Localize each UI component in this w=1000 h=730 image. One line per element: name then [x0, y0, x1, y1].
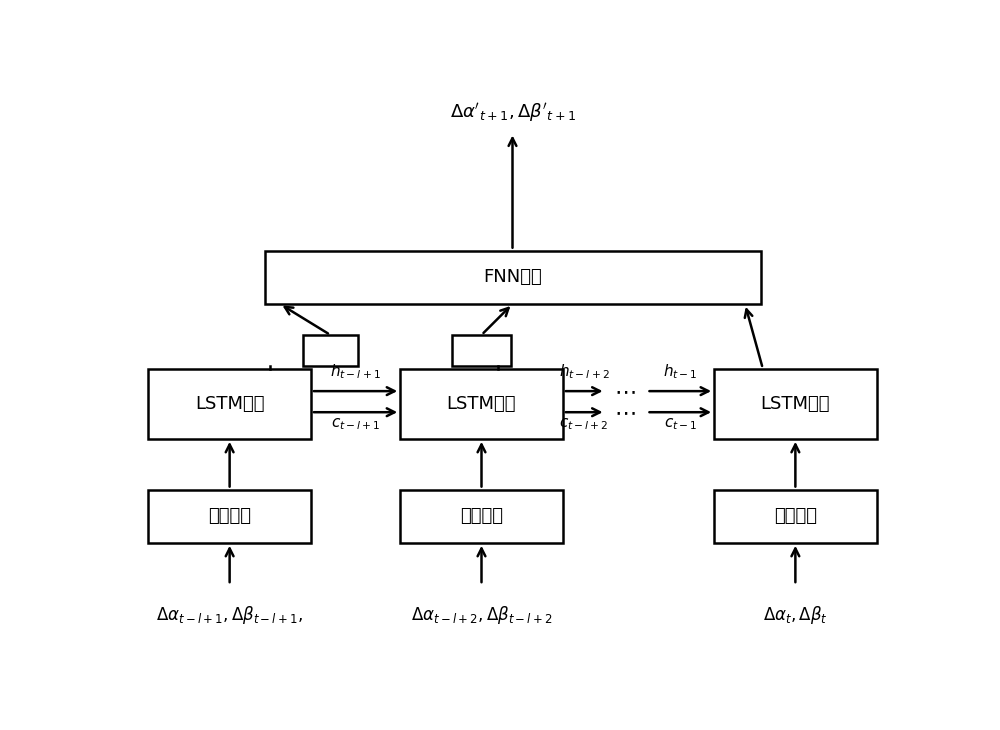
Text: $\Delta\alpha_{t-l+1}, \Delta\beta_{t-l+1},$: $\Delta\alpha_{t-l+1}, \Delta\beta_{t-l+…	[156, 604, 303, 626]
Text: LSTM模型: LSTM模型	[761, 395, 830, 412]
Text: $c_{t-l+2}$: $c_{t-l+2}$	[559, 417, 609, 432]
Bar	[714, 490, 877, 543]
Text: FNN模型: FNN模型	[483, 269, 542, 286]
Bar	[714, 369, 877, 439]
Text: 预处理层: 预处理层	[774, 507, 817, 525]
Text: 预处理层: 预处理层	[208, 507, 251, 525]
Text: $h_{t-l+2}$: $h_{t-l+2}$	[559, 362, 610, 381]
Bar	[148, 490, 311, 543]
Text: LSTM模型: LSTM模型	[195, 395, 264, 412]
Text: $\Delta\alpha_{t}, \Delta\beta_{t}$: $\Delta\alpha_{t}, \Delta\beta_{t}$	[763, 604, 828, 626]
Bar	[303, 335, 358, 366]
Text: $\Delta\alpha'_{t+1}, \Delta\beta'_{t+1}$: $\Delta\alpha'_{t+1}, \Delta\beta'_{t+1}…	[450, 101, 575, 124]
Bar	[452, 335, 511, 366]
Text: $\cdots$: $\cdots$	[614, 381, 636, 401]
Text: $\cdots$: $\cdots$	[614, 402, 636, 422]
Bar	[400, 490, 563, 543]
Text: LSTM模型: LSTM模型	[447, 395, 516, 412]
Text: $c_{t-1}$: $c_{t-1}$	[664, 417, 697, 432]
Bar	[148, 369, 311, 439]
Text: 预处理层: 预处理层	[460, 507, 503, 525]
Text: $\Delta\alpha_{t-l+2}, \Delta\beta_{t-l+2}$: $\Delta\alpha_{t-l+2}, \Delta\beta_{t-l+…	[411, 604, 552, 626]
Text: $c_{t-l+1}$: $c_{t-l+1}$	[331, 417, 380, 432]
Text: $h_{t-l+1}$: $h_{t-l+1}$	[330, 362, 381, 381]
Text: $h_{t-1}$: $h_{t-1}$	[663, 362, 698, 381]
Bar	[264, 250, 761, 304]
Bar	[400, 369, 563, 439]
